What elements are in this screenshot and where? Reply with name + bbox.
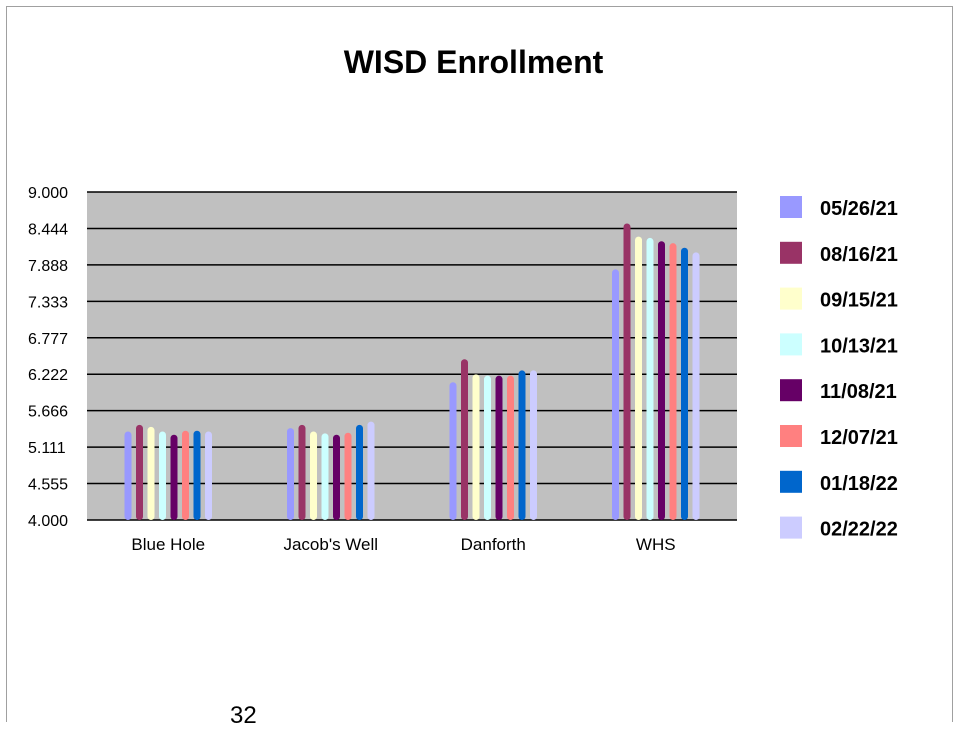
y-tick-label: 6.222 (28, 367, 68, 384)
legend-label: 09/15/21 (820, 290, 898, 312)
legend-swatch (780, 516, 802, 539)
legend-swatch (780, 379, 802, 402)
x-tick-label: Danforth (461, 535, 526, 554)
bar (182, 430, 189, 520)
legend-label: 01/18/22 (820, 473, 898, 495)
y-tick-label: 4.555 (28, 477, 68, 494)
legend-label: 05/26/21 (820, 198, 898, 220)
bar (310, 431, 317, 520)
bar (124, 431, 132, 520)
y-tick-label: 7.888 (28, 258, 68, 275)
y-tick-label: 5.666 (28, 404, 68, 421)
legend-label: 10/13/21 (820, 335, 898, 357)
y-tick-label: 9.000 (28, 185, 68, 202)
bar (205, 431, 212, 520)
y-axis: 9.000 8.444 7.888 7.333 6.777 6.222 5.666 5.111… (28, 185, 68, 530)
bar (298, 424, 306, 520)
legend-swatch (780, 287, 802, 310)
bar (321, 433, 329, 520)
bar (495, 375, 503, 520)
bar (518, 370, 526, 520)
legend-swatch (780, 425, 802, 447)
chart-title: WISD Enrollment (343, 44, 604, 80)
x-tick-label: Jacob's Well (283, 535, 378, 554)
x-axis: Blue Hole Jacob's Well Danforth WHS (131, 535, 675, 554)
legend-swatch (780, 196, 802, 218)
bar (530, 370, 537, 520)
legend-label: 11/08/21 (820, 381, 897, 403)
bar (367, 421, 375, 520)
bar (669, 243, 677, 520)
bar (635, 236, 642, 520)
bar (356, 424, 363, 520)
legend-label: 02/22/22 (820, 519, 898, 541)
bar (612, 269, 619, 520)
legend-label: 08/16/21 (820, 244, 898, 266)
bars (124, 223, 700, 521)
bar (136, 424, 143, 520)
y-tick-label: 4.000 (28, 513, 68, 530)
bar (344, 432, 352, 520)
bar (623, 223, 631, 520)
y-tick-label: 5.111 (28, 440, 66, 457)
bar (484, 375, 491, 520)
page-number: 32 (230, 702, 257, 729)
bar (692, 252, 700, 521)
bar (449, 382, 457, 520)
x-tick-label: Blue Hole (131, 535, 205, 554)
legend-label: 12/07/21 (820, 427, 898, 449)
y-tick-label: 7.333 (28, 294, 68, 311)
bar (159, 431, 166, 520)
bar (658, 241, 665, 520)
legend-swatch (780, 470, 802, 493)
x-tick-label: WHS (636, 535, 676, 554)
bar (646, 237, 654, 521)
bar (147, 426, 155, 520)
bar (472, 374, 480, 520)
bar (461, 359, 468, 520)
y-tick-label: 6.777 (28, 331, 68, 348)
bar (681, 247, 688, 520)
y-tick-label: 8.444 (28, 221, 68, 238)
bar (193, 430, 201, 520)
legend-swatch (780, 241, 802, 264)
bar (333, 434, 340, 520)
bar (287, 428, 294, 520)
legend-swatch (780, 333, 802, 356)
bar (507, 375, 514, 520)
bar (170, 434, 178, 520)
legend: 05/26/21 08/16/21 09/15/21 10/13/21 11/08/21… (780, 196, 898, 541)
